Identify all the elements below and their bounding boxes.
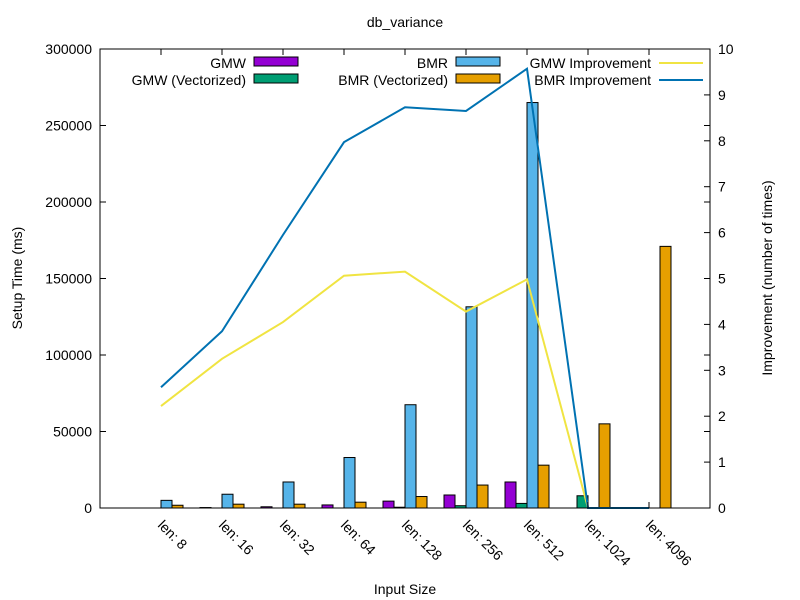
- bar-gmw: [443, 494, 456, 509]
- axes-layer: 0 50000 100000 150000 200000 250000 300000 0 1 2 3…: [45, 41, 734, 569]
- y2-tick-label: 5: [718, 271, 726, 287]
- bar-bmr: [404, 404, 417, 509]
- bar-bmr: [526, 102, 539, 509]
- x-tick-label: len: 64: [338, 517, 379, 558]
- bar-bmr-vectorized: [476, 484, 489, 509]
- bar-bmr-vectorized: [293, 503, 306, 509]
- chart-title: db_variance: [367, 14, 443, 30]
- x-tick-label: len: 4096: [643, 517, 695, 569]
- legend-label-gmw: GMW: [210, 55, 247, 71]
- legend-label-gmw-improvement: GMW Improvement: [530, 55, 651, 71]
- bar-gmw-vectorized: [515, 502, 528, 509]
- y-tick-label: 300000: [45, 41, 92, 57]
- y2-tick-label: 6: [718, 225, 726, 241]
- legend-label-bmr: BMR: [417, 55, 448, 71]
- line-bmr-improvement: [160, 66, 649, 509]
- x-tick-label: len: 32: [277, 517, 318, 558]
- legend-swatch-gmw: [253, 56, 299, 67]
- bar-bmr-vectorized: [659, 245, 672, 509]
- bar-bmr-vectorized: [537, 464, 550, 509]
- bar-bmr-vectorized: [415, 496, 428, 509]
- y2-tick-label: 8: [718, 133, 726, 149]
- y2-tick-label: 1: [718, 454, 726, 470]
- y2-tick-label: 0: [718, 500, 726, 516]
- x-tick-label: len: 16: [216, 517, 257, 558]
- y2-tick-label: 4: [718, 316, 726, 332]
- y-tick-label: 200000: [45, 194, 92, 210]
- y-tick-label: 150000: [45, 271, 92, 287]
- y-tick-label: 0: [84, 500, 92, 516]
- bar-bmr: [221, 493, 234, 509]
- x-axis-label: Input Size: [374, 581, 436, 597]
- y-tick-label: 250000: [45, 118, 92, 134]
- legend-swatch-gmw-vectorized: [253, 73, 299, 84]
- x-tick-label: len: 512: [521, 517, 568, 564]
- legend-label-bmr-vectorized: BMR (Vectorized): [338, 72, 448, 88]
- y2-tick-label: 7: [718, 179, 726, 195]
- legend-swatch-bmr-vectorized: [455, 73, 501, 84]
- y2-tick-label: 10: [718, 41, 734, 57]
- bar-bmr: [343, 457, 356, 509]
- legend-label-gmw-vectorized: GMW (Vectorized): [132, 72, 246, 88]
- bar-bmr-vectorized: [598, 423, 611, 509]
- bar-gmw: [504, 481, 517, 509]
- bar-bmr-vectorized: [232, 503, 245, 509]
- bars-layer: [160, 102, 672, 509]
- bar-bmr: [465, 306, 478, 509]
- bar-bmr: [282, 481, 295, 509]
- y-axis-label: Setup Time (ms): [9, 227, 25, 330]
- y-tick-label: 100000: [45, 347, 92, 363]
- x-tick-label: len: 256: [460, 517, 507, 564]
- y2-tick-label: 3: [718, 362, 726, 378]
- y2-axis-label: Improvement (number of times): [759, 180, 775, 375]
- x-tick-label: len: 128: [399, 517, 446, 564]
- line-gmw-improvement: [160, 270, 649, 509]
- y2-tick-label: 2: [718, 408, 726, 424]
- legend-swatch-bmr: [455, 56, 501, 67]
- x-tick-label: len: 1024: [582, 517, 634, 569]
- y2-tick-label: 9: [718, 87, 726, 103]
- y-tick-label: 50000: [53, 424, 92, 440]
- bar-bmr: [160, 499, 173, 509]
- lines-layer: [160, 66, 649, 509]
- legend-label-bmr-improvement: BMR Improvement: [534, 72, 651, 88]
- bar-gmw: [382, 500, 395, 509]
- x-tick-label: len: 8: [155, 517, 191, 553]
- bar-bmr-vectorized: [354, 501, 367, 509]
